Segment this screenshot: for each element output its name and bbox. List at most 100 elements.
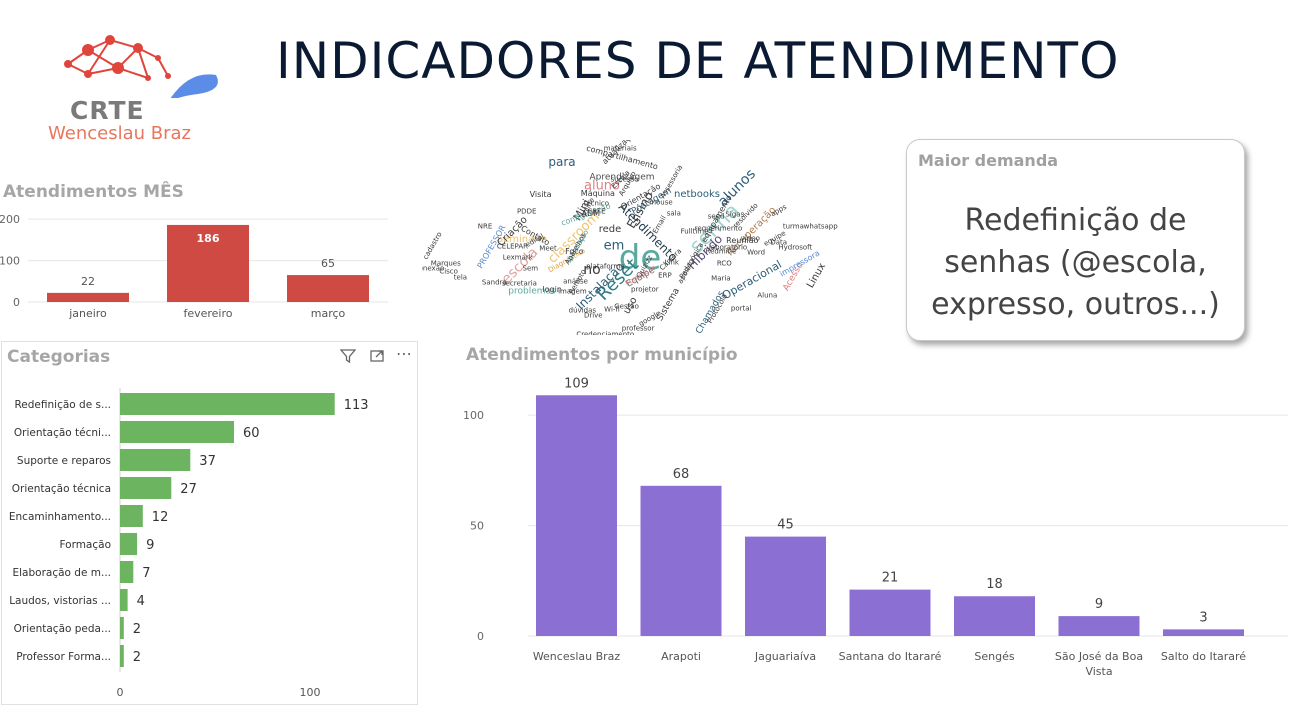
category-label: Orientação técnica <box>12 483 111 495</box>
cloud-word: Foco <box>565 247 584 257</box>
municipio-category-label: Salto do Itararé <box>1161 650 1246 663</box>
y-tick-label: 0 <box>477 630 484 643</box>
municipio-value-label: 68 <box>673 467 690 482</box>
cloud-word: Hydrosoft <box>778 243 813 252</box>
municipio-category-label: Wenceslau Braz <box>533 650 621 663</box>
cloud-word: conexão <box>422 264 445 273</box>
cloud-word: Redmine <box>705 247 737 256</box>
cloud-word: Marques <box>430 259 461 267</box>
categories-title: Categorias <box>7 347 111 367</box>
cloud-word: sucesso <box>610 175 639 184</box>
cloud-word: Word <box>747 248 766 257</box>
categories-panel: Categorias ⋯ 113 Redefinição de s... 60 Ori… <box>1 341 418 705</box>
cloud-word: rede <box>598 224 622 235</box>
cloud-word: Sandra <box>481 278 507 287</box>
municipio-bar <box>1058 616 1140 636</box>
category-value-label: 4 <box>137 594 145 609</box>
cloud-word: Link <box>664 258 679 267</box>
municipio-value-label: 45 <box>777 518 794 533</box>
y-tick-label: 100 <box>0 255 20 268</box>
category-label: Elaboração de m... <box>13 567 112 579</box>
cloud-word: NRE <box>477 222 493 231</box>
municipio-value-label: 21 <box>882 571 899 586</box>
demand-card-title: Maior demanda <box>918 151 1059 170</box>
category-value-label: 60 <box>243 426 260 441</box>
cloud-word: ERP <box>658 271 672 280</box>
cloud-word: portal <box>730 304 752 313</box>
cloud-word: Fulltime <box>680 227 709 236</box>
municipio-value-label: 18 <box>986 577 1003 592</box>
municipio-value-label: 9 <box>1095 597 1103 612</box>
category-value-label: 113 <box>344 398 369 413</box>
municipio-chart-title: Atendimentos por município <box>466 345 738 365</box>
more-options-icon[interactable]: ⋯ <box>396 344 413 363</box>
y-tick-label: 50 <box>470 520 484 533</box>
category-bar <box>120 421 234 443</box>
category-label: Professor Forma... <box>16 651 111 663</box>
month-category-label: fevereiro <box>183 307 232 320</box>
cloud-word: técnico <box>583 199 610 208</box>
cloud-word: login <box>542 284 562 294</box>
municipio-bar <box>536 395 617 636</box>
municipio-category-label: São José da Boa <box>1055 650 1143 663</box>
category-bar <box>120 533 138 555</box>
municipio-bar <box>1163 629 1244 636</box>
category-value-label: 27 <box>180 482 197 497</box>
category-value-label: 37 <box>199 454 216 469</box>
cloud-word: Reunião <box>726 236 759 246</box>
cloud-word: Sem <box>522 264 539 273</box>
category-value-label: 2 <box>133 622 141 637</box>
focus-mode-icon[interactable] <box>369 348 385 368</box>
cloud-word: mouse <box>649 198 673 207</box>
municipio-bar <box>849 589 931 636</box>
cloud-word: vídeo <box>740 234 760 243</box>
cloud-word: netbooks <box>674 189 720 200</box>
cloud-word: Data <box>770 238 788 247</box>
cloud-word: no <box>583 262 601 278</box>
cloud-word: Email <box>651 214 669 235</box>
cloud-word: laboratório <box>708 243 748 252</box>
category-value-label: 9 <box>146 538 154 553</box>
cloud-word: seed <box>707 212 725 221</box>
category-bar <box>120 589 128 611</box>
cloud-word: Gestão <box>614 302 639 311</box>
month-value-label: 65 <box>321 257 335 270</box>
month-bar <box>47 292 129 302</box>
category-value-label: 2 <box>133 650 141 665</box>
cloud-word: requerimento <box>694 224 743 233</box>
y-tick-label: 100 <box>463 409 484 422</box>
cloud-word: Wi-fi <box>604 305 620 314</box>
cloud-word: professor <box>621 324 655 333</box>
network-logo-icon <box>64 35 218 102</box>
cloud-word: Credenciamento <box>576 330 635 335</box>
cloud-word: Máquina <box>580 189 615 199</box>
cloud-word: Cisco <box>439 267 458 276</box>
category-label: Orientação peda... <box>14 623 111 635</box>
cloud-word: Sistema <box>654 286 682 324</box>
category-label: Encaminhamento... <box>9 511 111 523</box>
filter-icon[interactable] <box>339 348 357 368</box>
cloud-word: PDDE <box>516 207 537 216</box>
cloud-word: Lexmark <box>502 253 533 262</box>
municipio-bar <box>745 536 826 636</box>
monthly-chart-title: Atendimentos MÊS <box>3 182 184 202</box>
cloud-word: Aprendizagem <box>589 172 655 183</box>
category-value-label: 12 <box>152 510 169 525</box>
category-bar <box>120 561 134 583</box>
municipio-category-label: Vista <box>1085 665 1112 678</box>
monthly-bar-chart: 0 100 200 22 janeiro 186 fevereiro 65 março <box>0 213 388 320</box>
cloud-word: Meet <box>539 244 557 253</box>
municipio-value-label: 3 <box>1199 610 1207 625</box>
y-tick-label: 200 <box>0 213 20 226</box>
cloud-word: Sigas <box>725 210 745 219</box>
cloud-word: para <box>548 155 576 169</box>
cloud-word: sala <box>666 209 681 218</box>
municipio-category-label: Santana do Itararé <box>839 650 942 663</box>
category-bar <box>120 477 172 499</box>
municipio-category-label: Arapoti <box>661 650 701 663</box>
logo-wordmark: CRTE <box>70 96 145 125</box>
cloud-word: tela <box>453 273 468 282</box>
cloud-word: turma <box>782 222 804 231</box>
cloud-word: materiais <box>603 144 637 153</box>
municipio-bar <box>640 485 722 636</box>
